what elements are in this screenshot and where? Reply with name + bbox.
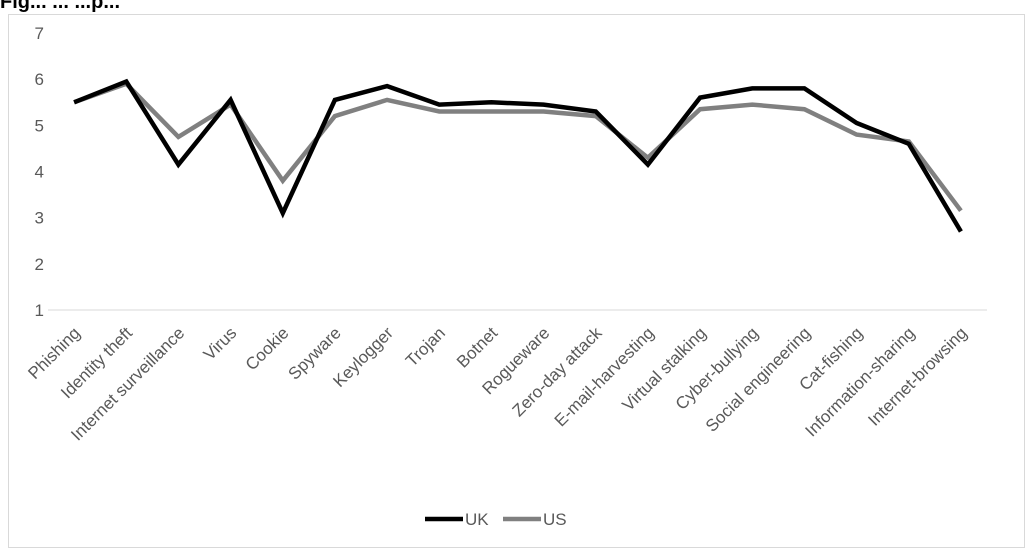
chart-frame	[8, 14, 1025, 548]
y-axis-ticks: 1 2 3 4 5 6 7	[35, 24, 44, 320]
y-tick-label: 2	[35, 255, 44, 274]
series-line-uk	[73, 78, 963, 233]
legend: UK US	[425, 510, 567, 529]
y-tick-label: 3	[35, 209, 44, 228]
y-tick-label: 7	[35, 24, 44, 43]
legend-label-uk: UK	[465, 510, 489, 529]
y-tick-label: 6	[35, 70, 44, 89]
y-tick-label: 5	[35, 116, 44, 135]
chart-title: Fig... ... ...p...	[0, 0, 120, 13]
legend-label-us: US	[543, 510, 567, 529]
series-lines	[73, 78, 963, 233]
y-tick-label: 4	[35, 163, 44, 182]
y-tick-label: 1	[35, 301, 44, 320]
